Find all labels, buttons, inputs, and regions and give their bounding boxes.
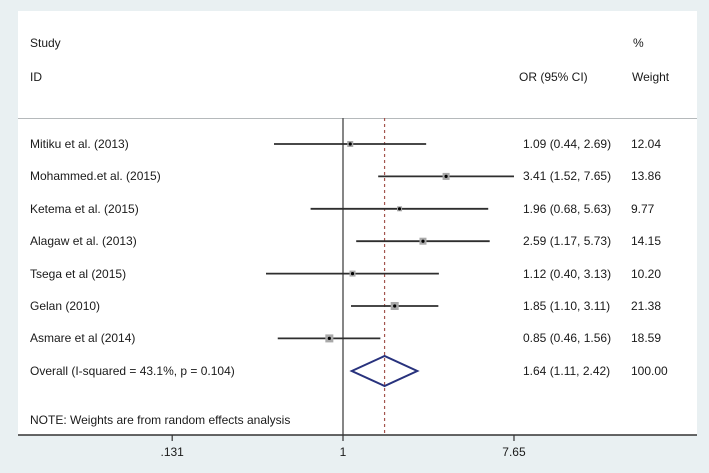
study-label: Mitiku et al. (2013) [30,137,129,151]
study-weight-value: 12.04 [631,137,662,151]
note-text: NOTE: Weights are from random effects an… [30,413,291,427]
overall-or-ci-value: 1.64 (1.11, 2.42) [523,364,611,378]
study-label: Alagaw et al. (2013) [30,234,137,249]
x-axis-tick-label: 1 [340,445,347,459]
column-header-study: Study [30,36,61,50]
study-weight-value: 14.15 [631,234,662,249]
column-header-weight: Weight [632,70,670,84]
x-axis-tick-label: .131 [161,445,185,459]
study-or-ci-value: 1.09 (0.44, 2.69) [523,137,612,151]
study-label: Tsega et al (2015) [30,266,127,281]
study-weight-value: 18.59 [631,331,662,346]
study-weight-value: 10.20 [631,266,662,281]
study-or-ci-value: 0.85 (0.46, 1.56) [523,331,612,346]
study-weight-value: 21.38 [631,299,662,313]
study-or-ci-value: 1.96 (0.68, 5.63) [523,201,612,216]
study-or-ci-value: 2.59 (1.17, 5.73) [523,234,612,249]
overall-label: Overall (I-squared = 43.1%, p = 0.104) [30,364,235,378]
header-separator-line [18,118,697,119]
study-or-ci-value: 1.12 (0.40, 3.13) [523,266,612,281]
overall-weight-value: 100.00 [631,364,668,378]
effect-marker-dot [444,174,448,178]
effect-marker-dot [327,336,331,340]
effect-marker-dot [393,304,397,308]
study-weight-value: 9.77 [631,201,655,216]
study-weight-value: 13.86 [631,169,662,184]
study-or-ci-value: 3.41 (1.52, 7.65) [523,169,612,184]
study-label: Gelan (2010) [30,299,101,313]
study-label: Ketema et al. (2015) [30,201,139,216]
column-header-percent: % [633,36,644,50]
plot-panel [18,11,697,435]
x-axis-tick-label: 7.65 [502,445,526,459]
effect-marker-dot [348,142,352,146]
overall-diamond [349,354,420,388]
effect-marker-dot [397,207,402,211]
study-label: Mohammed.et al. (2015) [30,169,161,184]
effect-marker-dot [421,239,425,243]
effect-marker-dot [350,272,355,276]
study-label: Asmare et al (2014) [30,331,136,346]
column-header-or-ci: OR (95% CI) [519,70,588,84]
column-header-id: ID [30,70,42,84]
study-or-ci-value: 1.85 (1.10, 3.11) [523,299,611,313]
